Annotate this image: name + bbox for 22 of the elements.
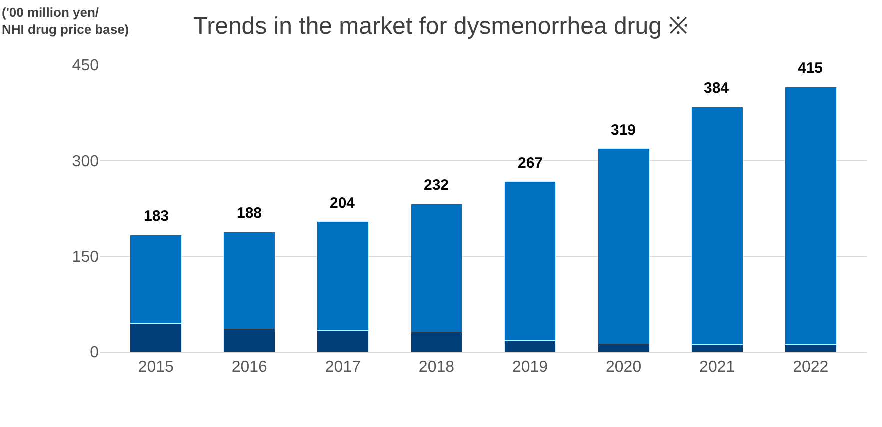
x-tick-label: 2016 xyxy=(232,359,268,376)
y-tick-label: 300 xyxy=(72,153,100,170)
x-tick-label: 2017 xyxy=(325,359,362,376)
total-label: 204 xyxy=(330,195,356,212)
total-label: 319 xyxy=(611,122,636,139)
x-tick-label: 2019 xyxy=(512,359,548,376)
x-tick-label: 2021 xyxy=(700,359,736,376)
y-tick-label: 150 xyxy=(72,248,100,266)
x-tick-label: 2022 xyxy=(793,359,829,376)
x-tick-label: 2018 xyxy=(418,359,455,376)
chart-title: Trends in the market for dysmenorrhea drug ※ xyxy=(193,12,689,40)
total-label: 384 xyxy=(704,80,730,97)
total-label: 183 xyxy=(144,208,170,225)
total-label: 267 xyxy=(518,155,544,172)
y-axis-title: ('00 million yen/ NHI drug price base) xyxy=(2,5,130,37)
x-tick-label: 2015 xyxy=(138,359,174,376)
total-label: 415 xyxy=(798,60,824,77)
total-label: 232 xyxy=(424,177,450,194)
y-tick-label: 0 xyxy=(90,344,100,362)
total-label: 188 xyxy=(237,205,262,222)
y-tick-label: 450 xyxy=(72,58,100,75)
x-tick-label: 2020 xyxy=(606,359,642,376)
